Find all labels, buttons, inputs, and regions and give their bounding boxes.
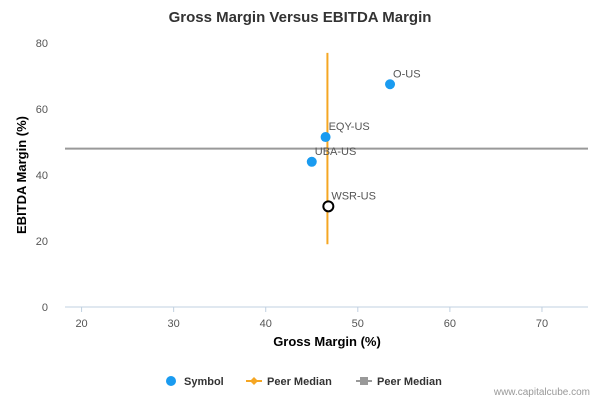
x-tick-label: 20 [75,318,87,330]
legend-label: Peer Median [377,376,442,388]
legend-marker-circle [166,376,176,386]
x-tick-label: 70 [536,318,548,330]
legend-marker-diamond [250,377,258,385]
point-wsr-us [322,200,335,213]
x-tick-label: 60 [444,318,456,330]
x-tick-label: 30 [168,318,180,330]
point-uba-us [306,156,317,167]
x-tick-label: 40 [260,318,272,330]
y-axis: 0 20 40 60 80 [36,38,48,314]
point-label-o-us: O-US [393,68,421,80]
x-axis-title: Gross Margin (%) [273,334,381,349]
y-tick-label: 40 [36,170,48,182]
data-points: O-US EQY-US UBA-US WSR-US [306,68,421,213]
point-label-uba-us: UBA-US [315,146,357,158]
y-tick-label: 20 [36,236,48,248]
chart-title: Gross Margin Versus EBITDA Margin [169,9,432,26]
point-eqy-us [320,132,331,143]
y-tick-label: 0 [42,302,48,314]
point-label-wsr-us: WSR-US [331,190,376,202]
y-tick-label: 60 [36,104,48,116]
point-o-us [385,79,396,90]
legend-marker-square [360,377,368,385]
legend-label: Symbol [184,376,224,388]
legend: Symbol Peer Median Peer Median [166,376,442,388]
point-label-eqy-us: EQY-US [329,121,370,133]
credit-text: www.capitalcube.com [493,387,590,398]
x-tick-label: 50 [352,318,364,330]
y-tick-label: 80 [36,38,48,50]
legend-label: Peer Median [267,376,332,388]
x-axis: 20 30 40 50 60 70 [75,307,548,330]
y-axis-title: EBITDA Margin (%) [14,116,29,234]
